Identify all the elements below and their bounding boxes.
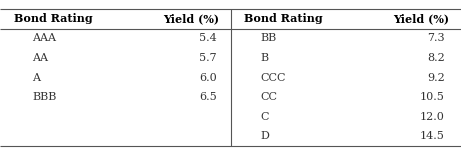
Text: AA: AA [32,53,48,63]
Text: CC: CC [260,92,278,102]
Text: 14.5: 14.5 [420,131,445,141]
Text: Bond Rating: Bond Rating [244,13,323,24]
Text: 7.3: 7.3 [427,33,445,43]
Text: 6.5: 6.5 [199,92,217,102]
Text: BBB: BBB [32,92,57,102]
Text: CCC: CCC [260,73,286,83]
Text: 5.7: 5.7 [199,53,217,63]
Text: B: B [260,53,269,63]
Text: 8.2: 8.2 [427,53,445,63]
Text: AAA: AAA [32,33,56,43]
Text: 9.2: 9.2 [427,73,445,83]
Text: Yield (%): Yield (%) [163,13,219,24]
Text: 10.5: 10.5 [420,92,445,102]
Text: BB: BB [260,33,277,43]
Text: D: D [260,131,269,141]
Text: 6.0: 6.0 [199,73,217,83]
Text: Bond Rating: Bond Rating [14,13,93,24]
Text: C: C [260,112,269,122]
Text: Yield (%): Yield (%) [394,13,449,24]
Text: A: A [32,73,40,83]
Text: 5.4: 5.4 [199,33,217,43]
Text: 12.0: 12.0 [420,112,445,122]
